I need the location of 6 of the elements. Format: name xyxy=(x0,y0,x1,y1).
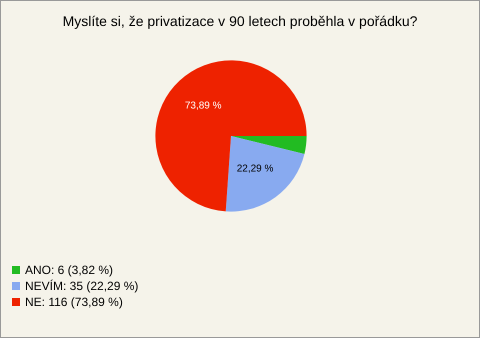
data-label: 73,89 % xyxy=(184,100,222,112)
chart-title: Myslíte si, že privatizace v 90 letech proběhla v pořádku? xyxy=(62,13,418,29)
legend-label: NEVÍM: 35 (22,29 %) xyxy=(25,279,138,293)
legend-label: ANO: 6 (3,82 %) xyxy=(25,263,114,277)
legend-label: NE: 116 (73,89 %) xyxy=(25,295,123,309)
data-label: 22,29 % xyxy=(236,163,274,174)
